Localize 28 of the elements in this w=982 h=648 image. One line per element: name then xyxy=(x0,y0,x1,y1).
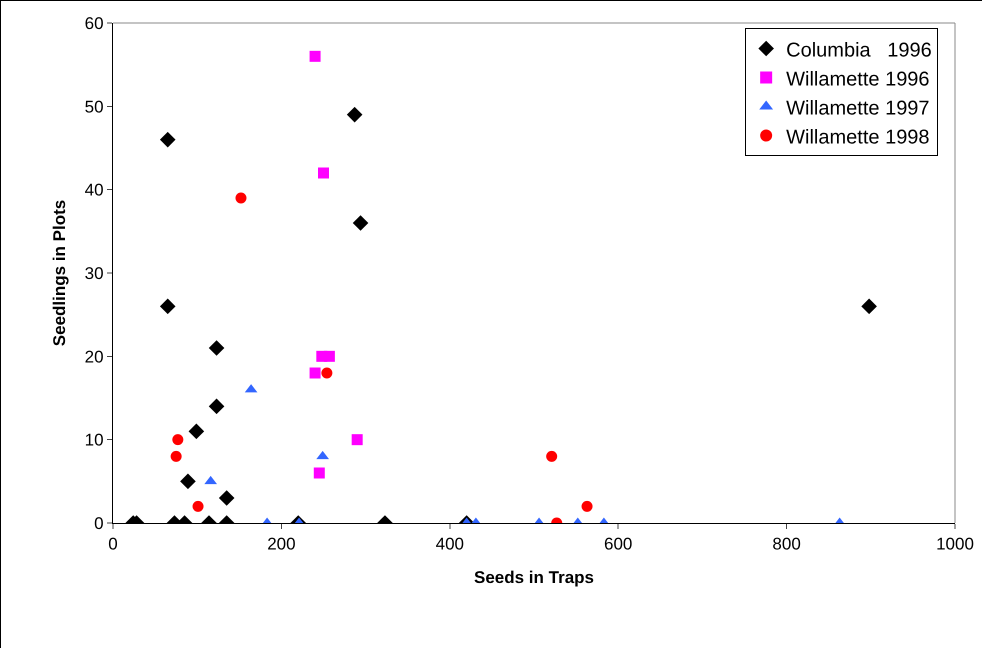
y-tick-label: 20 xyxy=(84,347,104,366)
legend-label: Columbia 1996 xyxy=(786,39,932,62)
legend-label: Willamette 1996 xyxy=(786,68,930,90)
point xyxy=(321,368,332,378)
point xyxy=(861,298,877,314)
y-tick-label: 0 xyxy=(94,514,104,533)
point xyxy=(208,340,224,356)
x-tick-label: 200 xyxy=(267,534,296,554)
x-tick-label: 0 xyxy=(108,534,118,554)
y-tick-label: 10 xyxy=(84,430,104,450)
x-tick-label: 400 xyxy=(436,534,464,554)
legend-label: Willamette 1997 xyxy=(786,97,930,120)
point xyxy=(310,368,321,378)
point xyxy=(235,192,246,204)
y-axis-title: Seedlings in Plots xyxy=(50,200,70,346)
point xyxy=(324,350,335,362)
y-tick-label: 40 xyxy=(84,180,104,200)
x-tick-label: 800 xyxy=(772,534,801,554)
point xyxy=(352,215,368,231)
point xyxy=(160,298,176,314)
x-axis-title: Seeds in Traps xyxy=(474,568,594,587)
y-tick-label: 60 xyxy=(84,14,104,33)
point xyxy=(318,168,329,178)
x-tick-label: 600 xyxy=(604,534,632,554)
legend-label: Willamette 1998 xyxy=(786,126,930,148)
x-tick-label: 1000 xyxy=(936,534,974,554)
y-tick-label: 50 xyxy=(84,97,104,116)
y-tick-label: 30 xyxy=(84,264,104,283)
